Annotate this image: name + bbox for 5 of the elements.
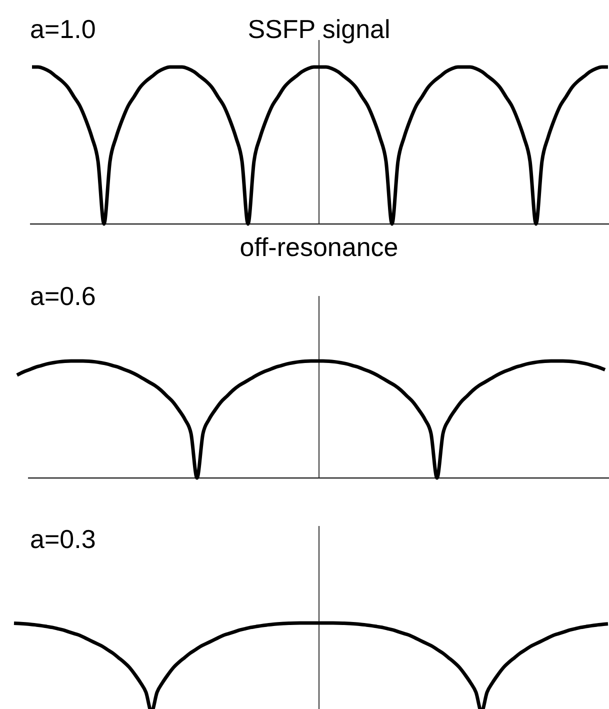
x-axis-title: off-resonance	[240, 232, 398, 262]
chart-title: a=0.3	[30, 524, 96, 554]
y-axis-title: SSFP signal	[248, 14, 390, 44]
chart-title: a=1.0	[30, 14, 96, 44]
chart-title: a=0.6	[30, 281, 96, 311]
